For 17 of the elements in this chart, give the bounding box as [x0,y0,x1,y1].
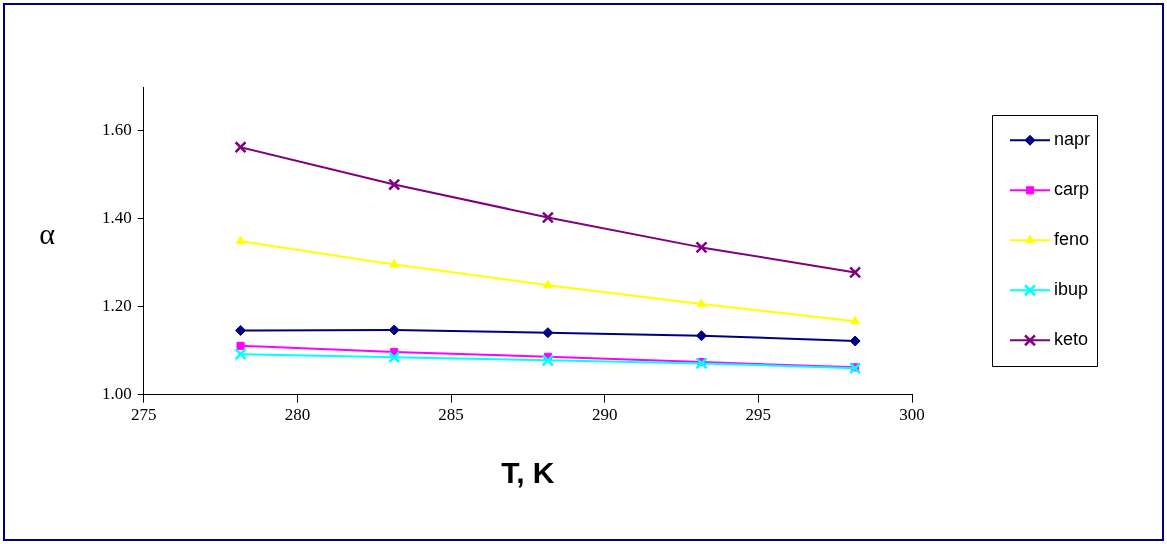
x-tick-label: 295 [745,405,772,425]
x-tick-label: 290 [591,405,618,425]
y-tick-label: 1.00 [102,384,132,404]
legend-label: keto [1054,329,1089,350]
y-tick-label: 1.20 [102,296,132,316]
x-axis-title: T, K [501,456,555,490]
y-tick-label: 1.40 [102,208,132,228]
legend-label: carp [1054,179,1090,200]
x-tick-label: 285 [438,405,464,425]
y-axis-title: α [39,216,56,250]
legend-label: feno [1054,229,1090,250]
x-tick-label: 275 [131,405,157,425]
legend-label: ibup [1054,279,1089,300]
x-tick-label: 280 [284,405,311,425]
x-tick-label: 300 [899,405,925,425]
y-tick-label: 1.60 [102,120,132,140]
legend-label: napr [1054,129,1091,150]
